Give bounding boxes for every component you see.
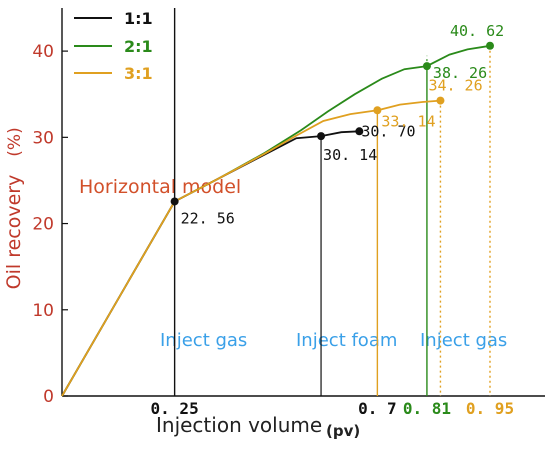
y-tick-label: 10: [32, 301, 54, 321]
x-tick-label: 0. 95: [466, 399, 514, 418]
y-tick-label: 20: [32, 215, 54, 235]
x-tick-label: 0. 25: [151, 399, 199, 418]
legend-label-3-1: 3:1: [124, 64, 153, 83]
data-label: 22. 56: [181, 209, 235, 227]
x-axis-title: Injection volume: [156, 413, 322, 437]
series-line-1-1: [61, 130, 360, 397]
data-point-2-1: [422, 62, 431, 71]
data-label: 30. 70: [361, 122, 415, 140]
legend-label-1-1: 1:1: [124, 9, 153, 28]
region-label-inject-gas-1: Inject gas: [160, 330, 247, 351]
x-axis-unit: (pv): [326, 422, 360, 440]
x-tick-label: 0. 7: [358, 399, 397, 418]
data-label: 34. 26: [428, 77, 482, 95]
data-point-1-1: [355, 127, 364, 136]
data-label: 38. 26: [433, 64, 487, 82]
region-label-inject-gas-2: Inject gas: [420, 330, 507, 351]
legend-label-2-1: 2:1: [124, 37, 153, 56]
data-point-1-1: [317, 132, 326, 141]
data-label: 40. 62: [450, 22, 504, 40]
series-line-3-1: [61, 99, 441, 397]
y-tick-label: 0: [43, 387, 54, 407]
y-tick-label: 40: [32, 42, 54, 62]
data-label: 30. 14: [323, 146, 377, 164]
data-point-2-1: [486, 41, 494, 50]
y-axis-unit: (%): [5, 127, 25, 156]
data-point-3-1: [373, 106, 382, 115]
model-label: Horizontal model: [79, 176, 241, 198]
data-label: 33. 14: [381, 112, 435, 130]
legend: 1:1 2:1 3:1: [74, 9, 153, 83]
y-axis-title: Oil recovery: [3, 175, 25, 290]
data-point-3-1: [436, 96, 445, 105]
region-label-inject-foam: Inject foam: [296, 330, 397, 351]
x-tick-label: 0. 81: [403, 399, 451, 418]
y-tick-label: 30: [32, 128, 54, 148]
data-point-1-1: [170, 197, 179, 206]
